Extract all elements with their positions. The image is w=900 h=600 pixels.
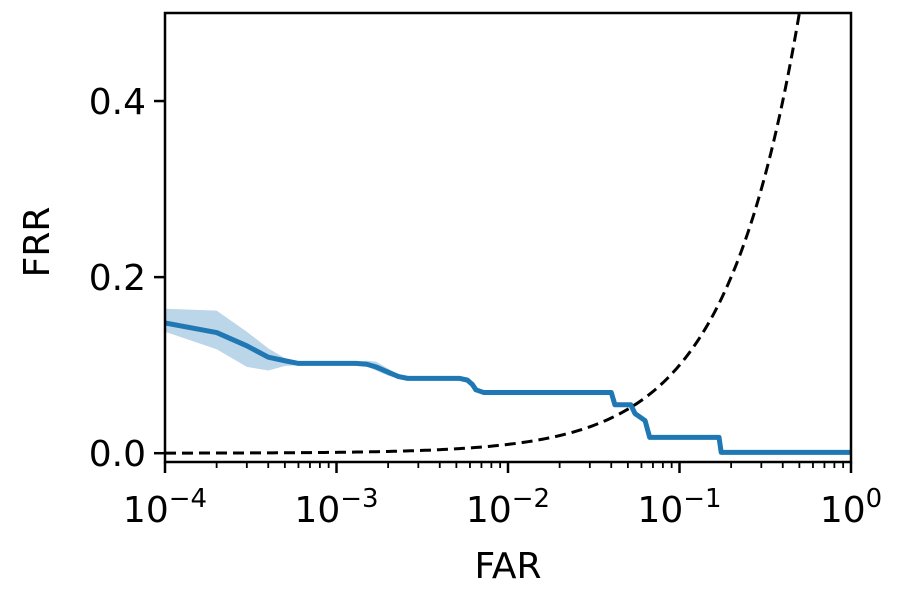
y-tick-label: 0.0 <box>89 434 146 475</box>
y-axis-label: FRR <box>17 207 58 278</box>
x-tick-label: 10−4 <box>123 484 207 531</box>
x-tick-label: 10−3 <box>294 484 378 531</box>
series-1-reference-line <box>165 13 801 455</box>
axes: 0.0 0.2 0.4 10−4 10−3 10−2 10−1 100 <box>89 11 882 531</box>
plot-area <box>165 13 851 455</box>
y-tick-label: 0.2 <box>89 258 146 299</box>
x-tick-label: 100 <box>820 484 882 531</box>
x-axis-label: FAR <box>474 546 541 587</box>
series-0-line <box>165 320 851 455</box>
x-tick-label: 10−1 <box>637 484 721 531</box>
series-0-confidence-band <box>165 308 851 454</box>
x-tick-label: 10−2 <box>466 484 550 531</box>
y-tick-label: 0.4 <box>89 82 146 123</box>
